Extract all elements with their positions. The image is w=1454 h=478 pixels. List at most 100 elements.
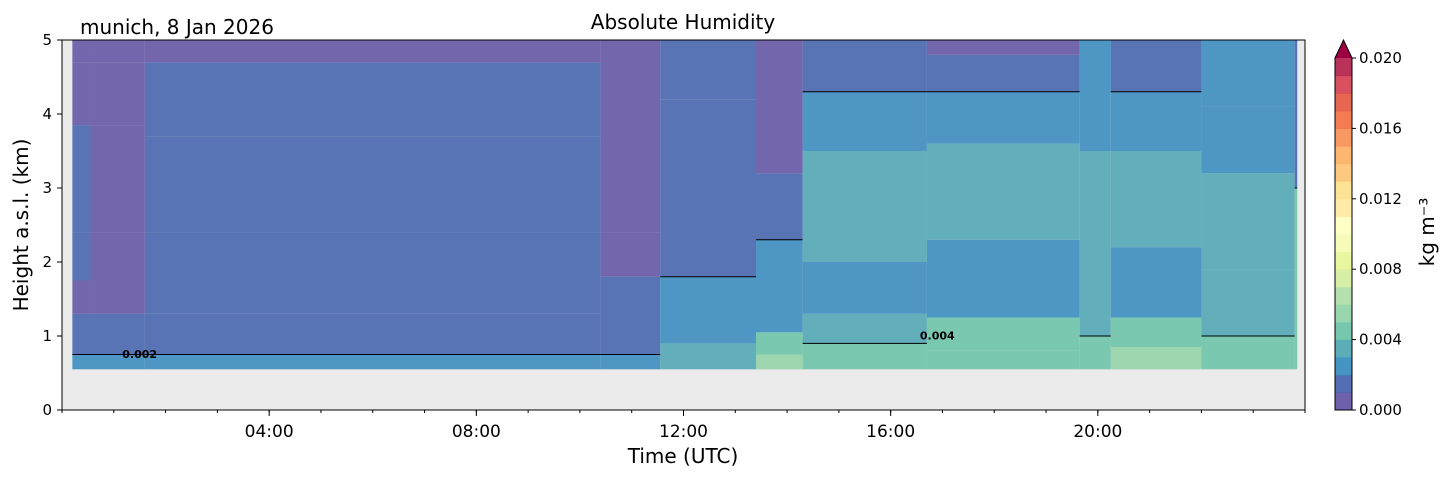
- y-tick-label: 3: [42, 179, 52, 197]
- humidity-cell: [802, 262, 927, 314]
- humidity-cell: [660, 276, 757, 344]
- colorbar-segment: [1335, 357, 1352, 376]
- x-tick-label: 16:00: [866, 422, 915, 442]
- humidity-cell: [1079, 262, 1111, 336]
- colorbar-frame: [1334, 38, 1353, 411]
- colorbar-segment: [1335, 339, 1352, 358]
- humidity-cell: [1294, 188, 1298, 370]
- colorbar-segment: [1335, 75, 1352, 94]
- humidity-cell: [1201, 336, 1295, 370]
- contour-label: 0.002: [122, 348, 157, 361]
- humidity-cell: [600, 354, 661, 370]
- y-tick-label: 4: [42, 105, 52, 123]
- humidity-cell: [660, 40, 757, 100]
- humidity-cell: [144, 354, 601, 370]
- location-date-label: munich, 8 Jan 2026: [80, 15, 274, 39]
- humidity-cell: [90, 280, 145, 314]
- colorbar-segment: [1335, 374, 1352, 393]
- humidity-cell: [926, 350, 1080, 370]
- colorbar-segment: [1335, 269, 1352, 288]
- y-tick-label: 2: [42, 253, 52, 271]
- humidity-cell: [756, 40, 803, 174]
- x-tick-label: 08:00: [452, 422, 501, 442]
- humidity-cell: [802, 91, 927, 151]
- chart-title: Absolute Humidity: [591, 10, 776, 34]
- humidity-cell: [802, 343, 927, 370]
- contour-lines: [72, 91, 1298, 355]
- humidity-cell: [600, 114, 661, 233]
- contour-label: 0.004: [920, 330, 955, 343]
- colorbar-segment: [1335, 58, 1352, 77]
- humidity-cell: [600, 40, 661, 114]
- humidity-cell: [756, 239, 803, 333]
- humidity-cell: [926, 91, 1080, 144]
- humidity-cell: [600, 232, 661, 277]
- humidity-cell: [802, 40, 927, 92]
- colorbar-segment: [1335, 304, 1352, 323]
- humidity-cell: [1079, 40, 1111, 151]
- humidity-cell: [1079, 336, 1111, 370]
- humidity-cell: [90, 40, 145, 63]
- y-axis-label: Height a.s.l. (km): [9, 139, 33, 312]
- humidity-cell: [1110, 91, 1202, 151]
- humidity-cell: [660, 99, 757, 225]
- humidity-cell: [144, 62, 601, 137]
- colorbar-segment: [1335, 322, 1352, 341]
- humidity-cell: [90, 232, 145, 281]
- colorbar-segment: [1335, 392, 1352, 411]
- humidity-cell: [72, 313, 91, 355]
- y-tick-label: 5: [42, 31, 52, 49]
- humidity-cell: [72, 125, 91, 233]
- humidity-cell: [144, 313, 601, 355]
- x-tick-label: 04:00: [245, 422, 294, 442]
- colorbar-segment: [1335, 181, 1352, 200]
- colorbar-tick-label: 0.004: [1359, 331, 1402, 349]
- humidity-cell: [1079, 151, 1111, 262]
- humidity-cell: [72, 232, 91, 281]
- plot-area: 0.002 0.004: [61, 39, 1306, 411]
- y-axis: 0 1 2 3 4 5: [42, 31, 62, 419]
- humidity-cell: [1201, 173, 1295, 270]
- colorbar-segment: [1335, 198, 1352, 217]
- humidity-cell: [926, 143, 1080, 240]
- colorbar-segment: [1335, 251, 1352, 270]
- humidity-cell: [1110, 317, 1202, 348]
- humidity-cell: [926, 40, 1080, 55]
- y-tick-label: 0: [42, 401, 52, 419]
- colorbar-segment: [1335, 163, 1352, 182]
- colorbar-segment: [1335, 93, 1352, 112]
- colorbar-tick-label: 0.020: [1359, 49, 1402, 67]
- humidity-cell: [72, 62, 91, 126]
- humidity-cell: [756, 332, 803, 355]
- humidity-cell: [1201, 40, 1295, 107]
- humidity-cell: [1110, 40, 1202, 92]
- contour-labels: 0.002 0.004: [122, 330, 955, 362]
- humidity-cell: [802, 151, 927, 262]
- humidity-cell: [926, 317, 1080, 351]
- humidity-cell: [72, 40, 91, 63]
- humidity-cell: [90, 125, 145, 233]
- humidity-cell: [660, 343, 757, 370]
- humidity-cell: [756, 173, 803, 240]
- colorbar-label: kg m⁻³: [1415, 198, 1439, 267]
- humidity-cell: [144, 136, 601, 233]
- humidity-cell: [72, 354, 91, 370]
- colorbar-tick-label: 0.016: [1359, 119, 1402, 137]
- x-tick-label: 20:00: [1073, 422, 1122, 442]
- colorbar: 0.000 0.004 0.008 0.012 0.016 0.020: [1334, 38, 1402, 419]
- colorbar-tick-label: 0.008: [1359, 260, 1402, 278]
- humidity-cell: [926, 239, 1080, 318]
- humidity-cell: [1110, 347, 1202, 370]
- colorbar-segment: [1335, 146, 1352, 165]
- colorbar-segment: [1335, 286, 1352, 305]
- humidity-cell: [756, 354, 803, 370]
- x-tick-label: 12:00: [659, 422, 708, 442]
- x-axis: 04:00 08:00 12:00 16:00 20:00: [61, 410, 1306, 442]
- humidity-cell: [600, 276, 661, 355]
- y-tick-label: 1: [42, 327, 52, 345]
- humidity-cell: [90, 313, 145, 355]
- colorbar-tick-label: 0.000: [1359, 401, 1402, 419]
- humidity-cell: [1110, 151, 1202, 248]
- humidity-cell: [926, 54, 1080, 92]
- humidity-cell: [660, 225, 757, 277]
